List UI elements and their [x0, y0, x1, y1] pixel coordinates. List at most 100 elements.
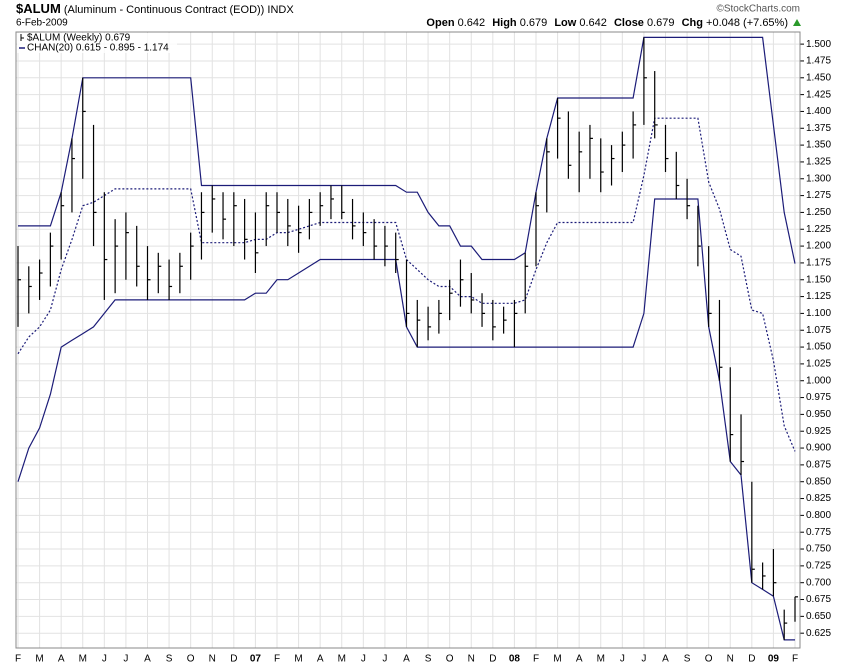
x-tick-label: 07	[250, 654, 262, 665]
y-tick-label: 0.975	[806, 392, 831, 403]
x-tick-label: M	[35, 654, 43, 665]
y-tick-label: 1.300	[806, 173, 831, 184]
x-tick-label: N	[209, 654, 216, 665]
x-tick-label: 09	[768, 654, 780, 665]
x-tick-label: J	[361, 654, 366, 665]
y-tick-label: 0.650	[806, 611, 831, 622]
x-tick-label: A	[403, 654, 410, 665]
quote-value: 0.642	[579, 17, 607, 29]
y-tick-label: 1.200	[806, 241, 831, 252]
x-tick-label: S	[166, 654, 173, 665]
quote-label: Chg	[682, 17, 703, 29]
x-tick-label: M	[553, 654, 561, 665]
x-tick-label: A	[144, 654, 151, 665]
y-tick-label: 1.175	[806, 258, 831, 269]
quote-label: High	[492, 17, 517, 29]
x-tick-label: S	[684, 654, 691, 665]
plot-border	[15, 31, 801, 649]
date: 6-Feb-2009	[16, 18, 68, 29]
credit: ©StockCharts.com	[716, 4, 800, 15]
y-tick-label: 1.125	[806, 291, 831, 302]
y-tick-label: 0.625	[806, 628, 831, 639]
plot-area: 0.625 0.650 0.675 0.700 0.725 0.750 0.775 0.800…	[15, 31, 831, 665]
quote-value: +0.048 (+7.65%)	[706, 17, 788, 29]
quote-value: 0.679	[647, 17, 675, 29]
x-tick-label: 08	[509, 654, 521, 665]
y-tick-label: 0.950	[806, 409, 831, 420]
x-tick-label: J	[102, 654, 107, 665]
x-tick-label: A	[662, 654, 669, 665]
y-tick-label: 1.475	[806, 56, 831, 67]
x-tick-label: S	[425, 654, 432, 665]
header-left: $ALUM (Aluminum - Continuous Contract (E…	[16, 1, 294, 16]
x-tick-label: D	[748, 654, 755, 665]
x-tick-label: A	[576, 654, 583, 665]
up-arrow	[793, 19, 801, 26]
y-tick-label: 1.275	[806, 190, 831, 201]
y-tick-label: 1.025	[806, 359, 831, 370]
instrument-name: (Aluminum - Continuous Contract (EOD))	[64, 4, 265, 16]
y-tick-label: 1.000	[806, 375, 831, 386]
y-tick-label: 0.750	[806, 544, 831, 555]
y-tick-label: 1.075	[806, 325, 831, 336]
x-tick-label: J	[620, 654, 625, 665]
x-tick-label: M	[79, 654, 87, 665]
y-tick-label: 1.250	[806, 207, 831, 218]
quote-label: Open	[426, 17, 454, 29]
x-tick-label: M	[597, 654, 605, 665]
y-tick-label: 0.925	[806, 426, 831, 437]
x-tick-label: F	[533, 654, 539, 665]
x-tick-label: F	[15, 654, 21, 665]
y-tick-label: 0.775	[806, 527, 831, 538]
y-tick-label: 0.825	[806, 493, 831, 504]
x-tick-label: J	[382, 654, 387, 665]
quote-label: Close	[614, 17, 644, 29]
x-tick-label: M	[294, 654, 302, 665]
x-tick-label: D	[489, 654, 496, 665]
y-tick-label: 1.150	[806, 274, 831, 285]
y-tick-label: 0.700	[806, 577, 831, 588]
symbol: $ALUM	[16, 1, 61, 16]
y-tick-label: 1.225	[806, 224, 831, 235]
x-tick-label: F	[274, 654, 280, 665]
legend-bg	[17, 33, 177, 53]
x-tick-label: N	[468, 654, 475, 665]
x-tick-label: J	[123, 654, 128, 665]
quote-value: 0.642	[458, 17, 486, 29]
y-tick-label: 0.725	[806, 561, 831, 572]
channel-upper	[18, 36, 796, 264]
channel-middle	[17, 117, 796, 452]
y-tick-label: 1.500	[806, 39, 831, 50]
y-tick-label: 0.875	[806, 460, 831, 471]
x-tick-label: O	[187, 654, 195, 665]
quote: Open 0.642 High 0.679 Low 0.642 Close 0.…	[426, 17, 788, 29]
x-tick-label: N	[727, 654, 734, 665]
x-tick-label: J	[641, 654, 646, 665]
x-tick-label: D	[230, 654, 237, 665]
y-tick-label: 1.100	[806, 308, 831, 319]
quote-label: Low	[554, 17, 576, 29]
y-tick-label: 0.900	[806, 443, 831, 454]
y-tick-label: 1.050	[806, 342, 831, 353]
x-tick-label: O	[446, 654, 454, 665]
x-tick-label: M	[338, 654, 346, 665]
exchange: INDX	[267, 4, 294, 16]
x-tick-label: O	[705, 654, 713, 665]
x-tick-label: F	[792, 654, 798, 665]
y-tick-label: 1.425	[806, 89, 831, 100]
y-tick-label: 0.800	[806, 510, 831, 521]
legend-label: $ALUM (Weekly) 0.679	[27, 33, 131, 44]
quote-value: 0.679	[520, 17, 548, 29]
y-tick-label: 1.375	[806, 123, 831, 134]
y-tick-label: 1.450	[806, 72, 831, 83]
legend-label: CHAN(20) 0.615 - 0.895 - 1.174	[27, 43, 169, 54]
y-tick-label: 1.350	[806, 140, 831, 151]
y-tick-label: 0.675	[806, 594, 831, 605]
y-tick-label: 0.850	[806, 476, 831, 487]
y-tick-label: 1.400	[806, 106, 831, 117]
x-tick-label: A	[317, 654, 324, 665]
x-tick-label: A	[58, 654, 65, 665]
y-tick-label: 1.325	[806, 157, 831, 168]
